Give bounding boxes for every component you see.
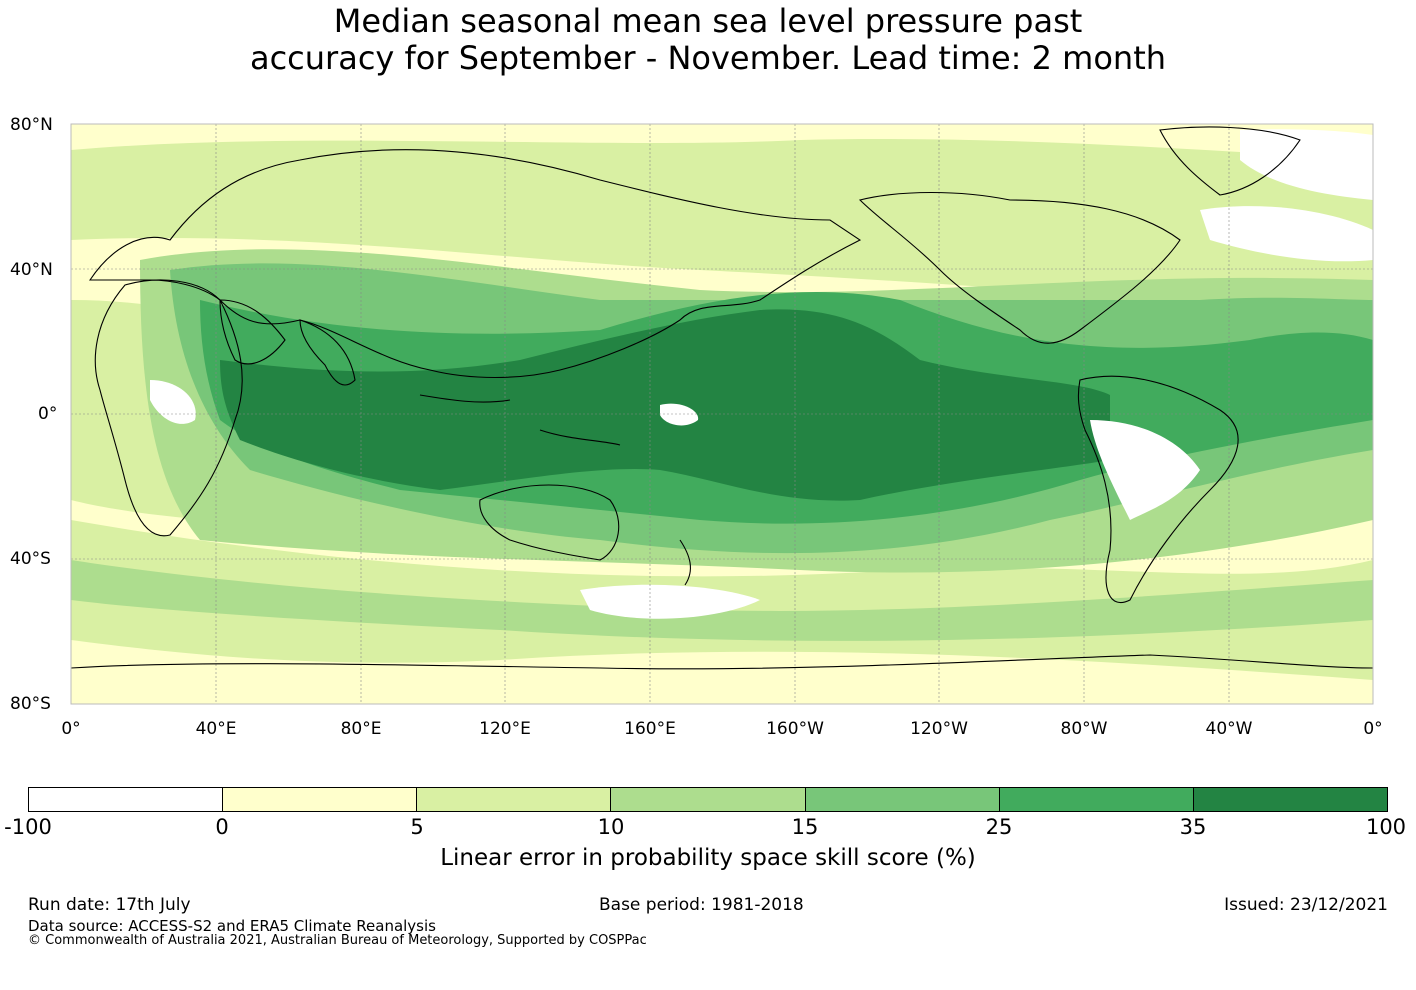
skill-region: [1200, 206, 1373, 262]
colorbar-segment-5-10: [417, 788, 612, 811]
skill-field-group: [71, 124, 1373, 704]
coastline: [299, 319, 356, 386]
data-source: Data source: ACCESS-S2 and ERA5 Climate …: [28, 917, 436, 935]
skill-region: [71, 139, 1373, 320]
lon-label-40e: 40°E: [195, 719, 237, 739]
lon-label-0-west: 0°: [61, 719, 81, 739]
lat-label-0: 0°: [38, 404, 58, 424]
skill-region: [150, 380, 196, 424]
skill-region: [1090, 420, 1200, 520]
lat-label-80n: 80°N: [10, 115, 53, 135]
coastline: [858, 191, 1181, 344]
lon-label-40w: 40°W: [1205, 719, 1253, 739]
skill-region: [1240, 129, 1373, 200]
issued-date: Issued: 23/12/2021: [1224, 895, 1388, 915]
skill-field-layer: [71, 124, 1373, 704]
lat-label-40n: 40°N: [10, 260, 53, 280]
colorbar-tick: 0: [215, 815, 229, 839]
lon-label-160w: 160°W: [766, 719, 824, 739]
lon-label-120w: 120°W: [910, 719, 968, 739]
colorbar-tick: -100: [4, 815, 52, 839]
coastline: [70, 654, 1374, 670]
lon-label-80e: 80°E: [340, 719, 382, 739]
chart-title-line2: accuracy for September - November. Lead …: [249, 39, 1167, 77]
colorbar: [28, 787, 1388, 812]
coastline: [1077, 375, 1239, 604]
lat-label-40s: 40°S: [10, 549, 51, 569]
lon-label-0-east: 0°: [1363, 719, 1383, 739]
coastline: [419, 394, 621, 446]
colorbar-label: Linear error in probability space skill …: [440, 845, 976, 871]
map-frame: [70, 123, 1374, 705]
colorbar-segment-0-5: [223, 788, 418, 811]
colorbar-tick: 15: [791, 815, 819, 839]
colorbar-segment-35-100: [1193, 788, 1387, 811]
lat-label-80s: 80°S: [10, 694, 51, 714]
base-period: Base period: 1981-2018: [599, 895, 804, 915]
coastline: [679, 539, 691, 586]
coastlines: [70, 126, 1374, 670]
colorbar-tick: 100: [1365, 815, 1407, 839]
skill-region: [580, 584, 760, 619]
colorbar-tick: 25: [985, 815, 1013, 839]
copyright: © Commonwealth of Australia 2021, Austra…: [28, 933, 647, 948]
colorbar-tick: 5: [410, 815, 424, 839]
run-date: Run date: 17th July: [28, 895, 191, 915]
lon-label-120e: 120°E: [479, 719, 531, 739]
colorbar-segment-neg100-0: [29, 788, 224, 811]
colorbar-segment-25-35: [999, 788, 1194, 811]
coastline: [479, 484, 620, 561]
colorbar-tick: 35: [1179, 815, 1207, 839]
coastline: [219, 299, 286, 365]
lon-label-80w: 80°W: [1060, 719, 1108, 739]
colorbar-segment-15-25: [805, 788, 1000, 811]
skill-region: [71, 560, 1373, 641]
coastline: [1159, 126, 1301, 196]
colorbar-tick: 10: [597, 815, 625, 839]
lon-label-160e: 160°E: [624, 719, 676, 739]
coastline: [88, 149, 862, 379]
chart-title-line1: Median seasonal mean sea level pressure …: [333, 2, 1083, 40]
skill-region: [660, 403, 699, 426]
colorbar-segment-10-15: [611, 788, 806, 811]
